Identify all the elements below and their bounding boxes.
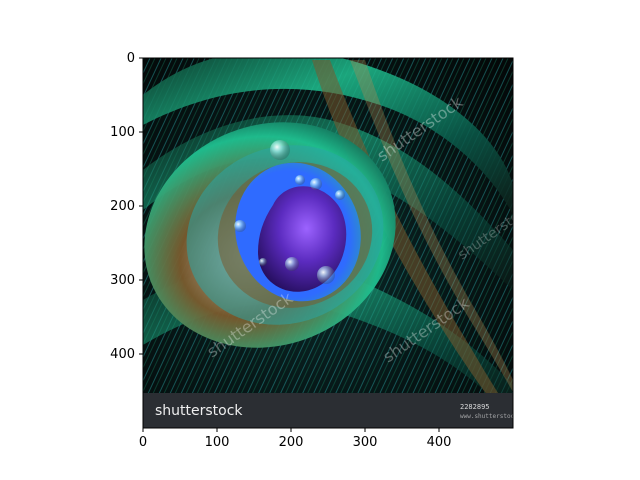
footer-id-text: 2282895 <box>460 403 490 411</box>
footer-small-text: www.shutterstock.com <box>460 413 533 420</box>
water-droplet <box>234 220 246 232</box>
barb-band-1 <box>143 58 513 215</box>
water-droplet <box>270 140 290 160</box>
y-tick-label: 200 <box>110 199 135 214</box>
feather-image: shutterstock shutterstock shutterstock s… <box>143 58 533 428</box>
axes-frame <box>142 57 514 429</box>
water-droplet <box>285 257 299 271</box>
x-tick-label: 400 <box>427 435 452 450</box>
water-droplet <box>295 175 305 185</box>
y-tick-label: 300 <box>110 273 135 288</box>
y-tick-label: 100 <box>110 125 135 140</box>
y-tick-label: 0 <box>127 51 135 66</box>
image-footer-bar <box>143 393 513 428</box>
footer-brand-text: shutterstock <box>155 403 243 419</box>
water-droplet <box>317 266 335 284</box>
feather-eye-purple <box>258 186 347 292</box>
x-tick-label: 200 <box>279 435 304 450</box>
x-tick-label: 0 <box>139 435 147 450</box>
x-tick-label: 100 <box>205 435 230 450</box>
water-droplet <box>335 190 345 200</box>
x-tick-label: 300 <box>353 435 378 450</box>
y-axis: 0 100 200 300 400 <box>110 51 143 362</box>
water-droplet <box>310 178 322 190</box>
water-droplet <box>259 258 267 266</box>
feather-shaft-strands-2 <box>350 60 513 392</box>
x-axis: 0 100 200 300 400 <box>139 428 452 450</box>
y-tick-label: 400 <box>110 347 135 362</box>
